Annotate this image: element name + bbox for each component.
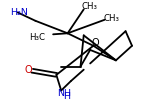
Text: H: H [63, 92, 70, 101]
Text: CH₃: CH₃ [81, 2, 97, 11]
Text: NH: NH [57, 89, 71, 98]
Text: CH₃: CH₃ [103, 14, 119, 23]
Text: H₂N: H₂N [10, 8, 28, 17]
Text: H₃C: H₃C [29, 33, 45, 42]
Text: O: O [91, 38, 99, 48]
Text: O: O [24, 65, 32, 75]
